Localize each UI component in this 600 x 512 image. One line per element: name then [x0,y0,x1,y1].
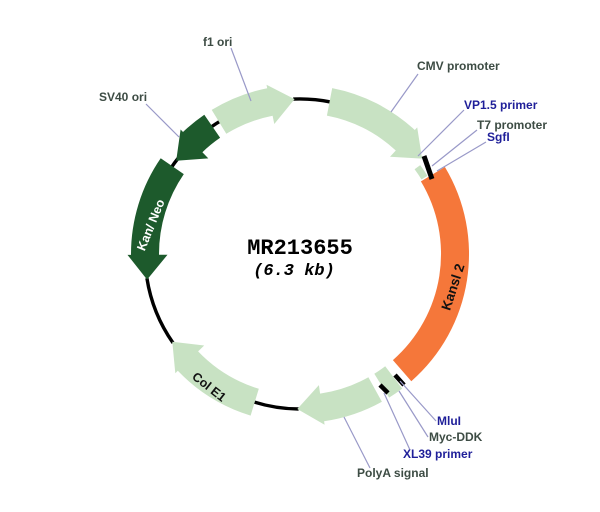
feature-myc-ddk [374,366,403,398]
feature-sv40-ori [176,114,221,161]
feature-kan-neo [127,158,184,280]
label-polya-signal: PolyA signal [357,466,429,480]
leader-sgfi [436,141,487,172]
leader-vp15-primer [417,109,465,157]
leader-f1-ori [230,47,252,102]
label-sgfi: SgfI [487,130,510,144]
label-xl39-primer: XL39 primer [403,447,473,461]
leader-cmv-promoter [390,73,419,113]
plasmid-title: MR213655 [247,236,353,261]
label-cmv-promoter: CMV promoter [417,59,500,73]
plasmid-size-label: (6.3 kb) [253,262,335,281]
backbone-arc-lower-left [145,277,175,344]
leader-mlui [399,380,437,422]
leader-polya-signal [343,416,371,469]
backbone-arc-top [293,97,332,104]
sgfi-site-tick [421,155,435,180]
junction-tick [378,383,390,395]
feature-kansl2 [392,167,470,382]
label-sv40-ori: SV40 ori [99,90,148,104]
label-myc-ddk: Myc-DDK [429,430,483,444]
feature-cmv-promoter [326,88,423,159]
leader-myc-ddk [398,390,429,438]
plasmid-features [127,84,470,425]
feature-polya-signal [297,377,382,425]
leader-xl39-primer [383,392,411,451]
leader-sv40-ori [145,103,180,138]
label-t7-promoter: T7 promoter [477,118,548,132]
leader-t7-promoter [431,129,478,167]
feature-col-e1 [172,341,259,416]
label-vp15-primer: VP1.5 primer [464,98,538,112]
label-f1-ori: f1 ori [203,35,233,49]
label-mlui: MluI [437,414,461,428]
feature-f1-ori [211,84,295,134]
backbone-arc-bottom [252,400,299,411]
label-leader-lines [145,47,487,469]
feature-t7-promoter-element [414,165,428,180]
